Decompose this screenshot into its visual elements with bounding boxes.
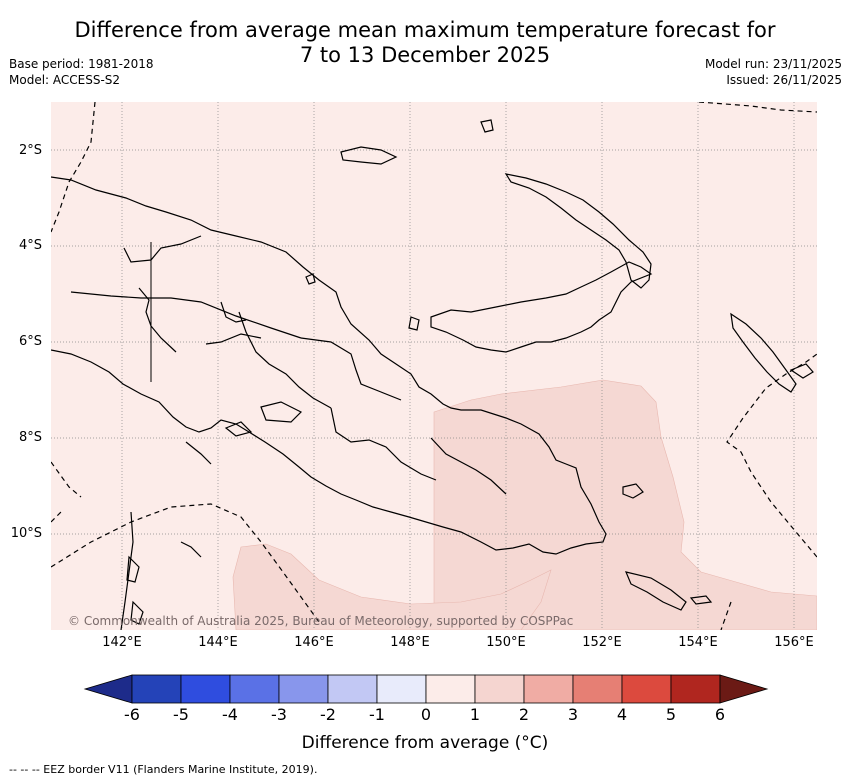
colorbar-cell-3 bbox=[229, 674, 280, 704]
colorbar-cell-2 bbox=[180, 674, 231, 704]
lon-label-152e: 152°E bbox=[582, 635, 622, 650]
title-line-2: 7 to 13 December 2025 bbox=[299, 43, 551, 67]
colorbar-tick: 0 bbox=[420, 705, 432, 724]
colorbar-cell-4 bbox=[278, 674, 329, 704]
colorbar-tick: 5 bbox=[665, 705, 677, 724]
anomaly-zone-east bbox=[433, 379, 817, 630]
base-period: Base period: 1981-2018 bbox=[9, 57, 154, 71]
colorbar-tick: -5 bbox=[173, 705, 189, 724]
colorbar-cell-9 bbox=[523, 674, 574, 704]
lon-label-142e: 142°E bbox=[102, 635, 142, 650]
lon-label-146e: 146°E bbox=[294, 635, 334, 650]
lon-label-148e: 148°E bbox=[390, 635, 430, 650]
lon-label-156e: 156°E bbox=[774, 635, 814, 650]
copyright-notice: © Commonwealth of Australia 2025, Bureau… bbox=[68, 614, 574, 628]
model-name: Model: ACCESS-S2 bbox=[9, 73, 121, 87]
gridlines bbox=[51, 102, 817, 630]
colorbar-cell-5 bbox=[327, 674, 378, 704]
colorbar-tick: -1 bbox=[369, 705, 385, 724]
map-title: Difference from average mean maximum tem… bbox=[0, 18, 850, 68]
colorbar-tick: 1 bbox=[469, 705, 481, 724]
meta-left: Base period: 1981-2018 Model: ACCESS-S2 bbox=[9, 56, 154, 88]
lat-label-10s: 10°S bbox=[10, 526, 42, 541]
colorbar-tick: -2 bbox=[320, 705, 336, 724]
colorbar-svg bbox=[83, 674, 769, 704]
model-run: Model run: 23/11/2025 bbox=[704, 57, 842, 71]
map-svg bbox=[51, 102, 817, 630]
colorbar-cell-1 bbox=[131, 674, 182, 704]
colorbar-tick: -3 bbox=[271, 705, 287, 724]
lon-label-144e: 144°E bbox=[198, 635, 238, 650]
colorbar-tick: -4 bbox=[222, 705, 238, 724]
colorbar-cell-0 bbox=[83, 674, 133, 704]
lat-label-6s: 6°S bbox=[18, 334, 42, 349]
colorbar-tick: 4 bbox=[616, 705, 628, 724]
colorbar-cell-11 bbox=[621, 674, 672, 704]
colorbar-cell-13 bbox=[719, 674, 769, 704]
lat-label-4s: 4°S bbox=[18, 238, 42, 253]
colorbar-cell-10 bbox=[572, 674, 623, 704]
issued-date: Issued: 26/11/2025 bbox=[726, 73, 842, 87]
coastlines bbox=[51, 119, 814, 630]
colorbar bbox=[80, 672, 770, 710]
lat-label-2s: 2°S bbox=[18, 143, 42, 158]
eez-borders bbox=[51, 102, 817, 630]
title-line-1: Difference from average mean maximum tem… bbox=[74, 18, 776, 42]
colorbar-tick: 2 bbox=[518, 705, 530, 724]
colorbar-tick: 3 bbox=[567, 705, 579, 724]
colorbar-cell-7 bbox=[425, 674, 476, 704]
map-panel bbox=[51, 102, 817, 630]
colorbar-cell-12 bbox=[670, 674, 721, 704]
lon-label-154e: 154°E bbox=[678, 635, 718, 650]
colorbar-tick: -6 bbox=[124, 705, 140, 724]
colorbar-tick: 6 bbox=[714, 705, 726, 724]
lon-label-150e: 150°E bbox=[486, 635, 526, 650]
colorbar-cell-6 bbox=[376, 674, 427, 704]
colorbar-cell-8 bbox=[474, 674, 525, 704]
meta-right: Model run: 23/11/2025 Issued: 26/11/2025 bbox=[705, 56, 842, 88]
anomaly-zone-south bbox=[232, 543, 552, 630]
lat-label-8s: 8°S bbox=[18, 430, 42, 445]
colorbar-title: Difference from average (°C) bbox=[301, 733, 549, 753]
eez-footnote: -- -- -- EEZ border V11 (Flanders Marine… bbox=[9, 763, 318, 776]
